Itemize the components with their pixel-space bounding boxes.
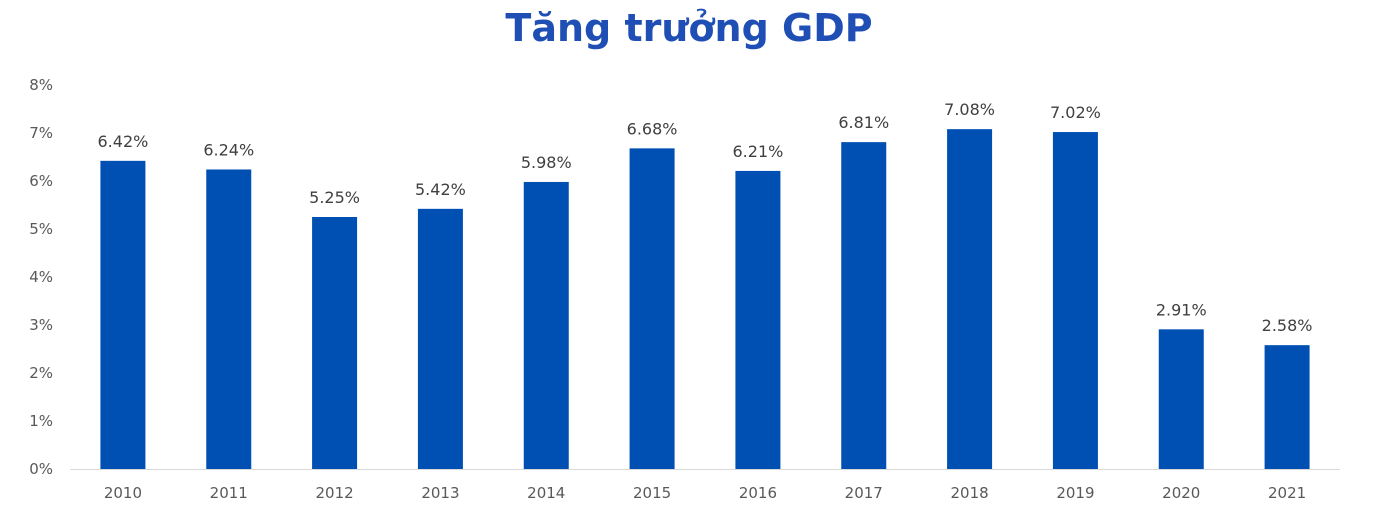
y-tick-label: 8% bbox=[29, 76, 53, 94]
y-tick-label: 0% bbox=[29, 460, 53, 478]
x-tick-label-2013: 2013 bbox=[421, 484, 459, 502]
bar-2010 bbox=[100, 160, 146, 469]
y-tick-label: 7% bbox=[29, 124, 53, 142]
x-tick-label-2017: 2017 bbox=[845, 484, 883, 502]
data-labels-group: 6.42% 6.24% 5.25% 5.42% 5.98% 6.68% 6.21% 6.81%… bbox=[98, 100, 1313, 335]
data-label-2015: 6.68% bbox=[627, 119, 678, 138]
y-tick-label: 1% bbox=[29, 412, 53, 430]
bar-2014 bbox=[523, 181, 569, 469]
x-tick-label-2016: 2016 bbox=[739, 484, 777, 502]
data-label-2018: 7.08% bbox=[944, 100, 995, 119]
data-label-2021: 2.58% bbox=[1262, 316, 1313, 335]
bar-2020 bbox=[1158, 329, 1204, 469]
data-label-2012: 5.25% bbox=[309, 188, 360, 207]
y-tick-label: 4% bbox=[29, 268, 53, 286]
bars-group bbox=[100, 129, 1310, 470]
x-axis: 2010 2011 2012 2013 2014 2015 2016 2017 2018 2019… bbox=[104, 484, 1306, 502]
x-tick-label-2019: 2019 bbox=[1056, 484, 1094, 502]
data-label-2013: 5.42% bbox=[415, 180, 466, 199]
chart-title: Tăng trưởng GDP bbox=[505, 6, 873, 50]
bar-2012 bbox=[312, 217, 358, 469]
bar-2017 bbox=[841, 142, 887, 469]
bar-2021 bbox=[1264, 345, 1310, 469]
data-label-2014: 5.98% bbox=[521, 153, 572, 172]
y-tick-label: 2% bbox=[29, 364, 53, 382]
bar-2019 bbox=[1052, 132, 1098, 470]
x-tick-label-2015: 2015 bbox=[633, 484, 671, 502]
x-tick-label-2021: 2021 bbox=[1268, 484, 1306, 502]
data-label-2011: 6.24% bbox=[203, 140, 254, 159]
bar-2016 bbox=[735, 170, 781, 470]
y-axis: 0% 1% 2% 3% 4% 5% 6% 7% 8% bbox=[29, 76, 53, 478]
bar-2015 bbox=[629, 148, 675, 470]
y-tick-label: 3% bbox=[29, 316, 53, 334]
x-tick-label-2012: 2012 bbox=[315, 484, 353, 502]
data-label-2016: 6.21% bbox=[733, 142, 784, 161]
data-label-2020: 2.91% bbox=[1156, 300, 1207, 319]
x-tick-label-2011: 2011 bbox=[210, 484, 248, 502]
data-label-2019: 7.02% bbox=[1050, 103, 1101, 122]
bar-2013 bbox=[417, 208, 463, 469]
x-tick-label-2018: 2018 bbox=[950, 484, 988, 502]
y-tick-label: 6% bbox=[29, 172, 53, 190]
x-tick-label-2020: 2020 bbox=[1162, 484, 1200, 502]
x-tick-label-2014: 2014 bbox=[527, 484, 565, 502]
y-tick-label: 5% bbox=[29, 220, 53, 238]
x-tick-label-2010: 2010 bbox=[104, 484, 142, 502]
data-label-2010: 6.42% bbox=[98, 132, 149, 151]
bar-2018 bbox=[947, 129, 993, 469]
bar-2011 bbox=[206, 169, 252, 470]
data-label-2017: 6.81% bbox=[838, 113, 889, 132]
